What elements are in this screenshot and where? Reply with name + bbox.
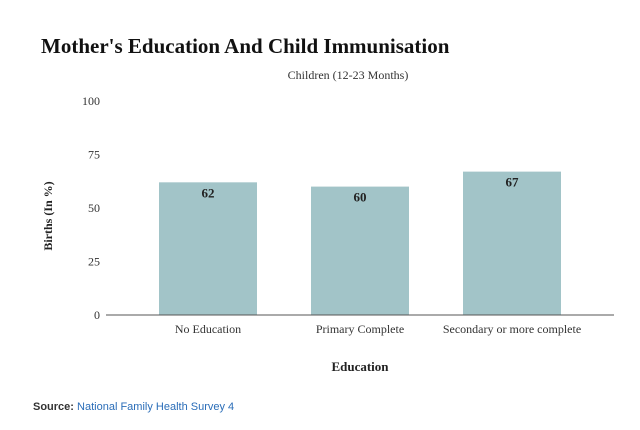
- source-link[interactable]: National Family Health Survey 4: [77, 401, 235, 413]
- y-tick-label: 0: [94, 308, 100, 322]
- x-tick-label: Primary Complete: [316, 322, 404, 336]
- bars: 62 60 67: [159, 171, 561, 315]
- x-tick-label: No Education: [175, 322, 241, 336]
- bar[interactable]: [311, 186, 409, 315]
- y-tick-label: 75: [88, 148, 100, 162]
- x-axis-ticks: No Education Primary Complete Secondary or…: [175, 322, 581, 336]
- y-axis-label: Births (In %): [41, 181, 55, 250]
- x-axis-label: Education: [331, 359, 389, 374]
- bar-value-label: 67: [506, 175, 520, 190]
- bar-value-label: 62: [202, 185, 215, 200]
- y-tick-label: 100: [82, 94, 100, 108]
- source-note: Source: National Family Health Survey 4: [33, 401, 234, 413]
- bar[interactable]: [463, 171, 561, 315]
- bar[interactable]: [159, 182, 257, 315]
- x-tick-label: Secondary or more complete: [443, 322, 581, 336]
- bar-value-label: 60: [354, 190, 367, 205]
- y-tick-label: 50: [88, 201, 100, 215]
- chart-subtitle: Children (12-23 Months): [287, 68, 409, 82]
- source-label: Source:: [33, 401, 74, 413]
- y-tick-label: 25: [88, 255, 100, 269]
- chart-title: Mother's Education And Child Immunisatio…: [41, 34, 450, 58]
- y-axis-ticks: 0 25 50 75 100: [82, 94, 100, 322]
